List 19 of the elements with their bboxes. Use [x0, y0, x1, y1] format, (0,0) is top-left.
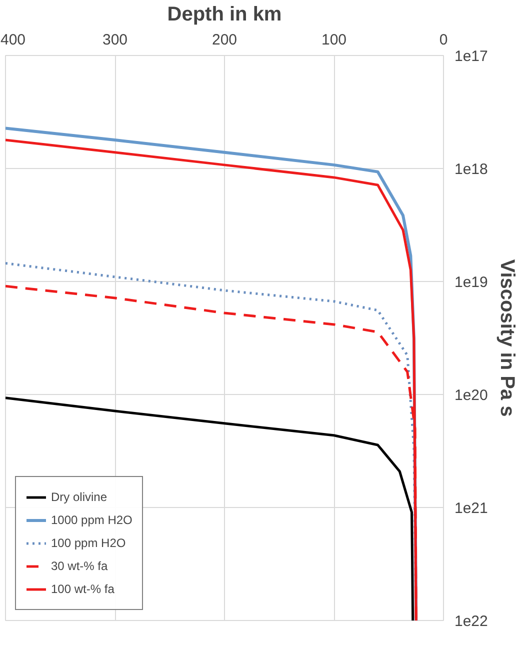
- y-tick-label: 1e20: [454, 387, 488, 404]
- y-tick-label: 1e19: [454, 274, 488, 291]
- legend-label: 100 ppm H2O: [51, 536, 126, 550]
- legend-label: 1000 ppm H2O: [51, 513, 132, 527]
- y-tick-label: 1e17: [454, 48, 488, 65]
- y-axis-title: Viscosity in Pa s: [496, 259, 518, 417]
- legend-label: Dry olivine: [51, 490, 108, 504]
- x-tick-label: 0: [439, 32, 448, 48]
- y-tick-label: 1e18: [454, 161, 488, 178]
- x-tick-label: 300: [102, 32, 128, 48]
- y-tick-label: 1e21: [454, 500, 488, 517]
- y-tick-label: 1e22: [454, 613, 488, 630]
- legend-label: 30 wt-% fa: [51, 559, 108, 573]
- x-tick-label: 400: [0, 32, 26, 48]
- line-series: [6, 396, 414, 620]
- legend-label: 100 wt-% fa: [51, 582, 114, 596]
- x-tick-label: 100: [321, 32, 347, 48]
- x-tick-label: 200: [212, 32, 238, 48]
- x-axis-title: Depth in km: [167, 4, 282, 26]
